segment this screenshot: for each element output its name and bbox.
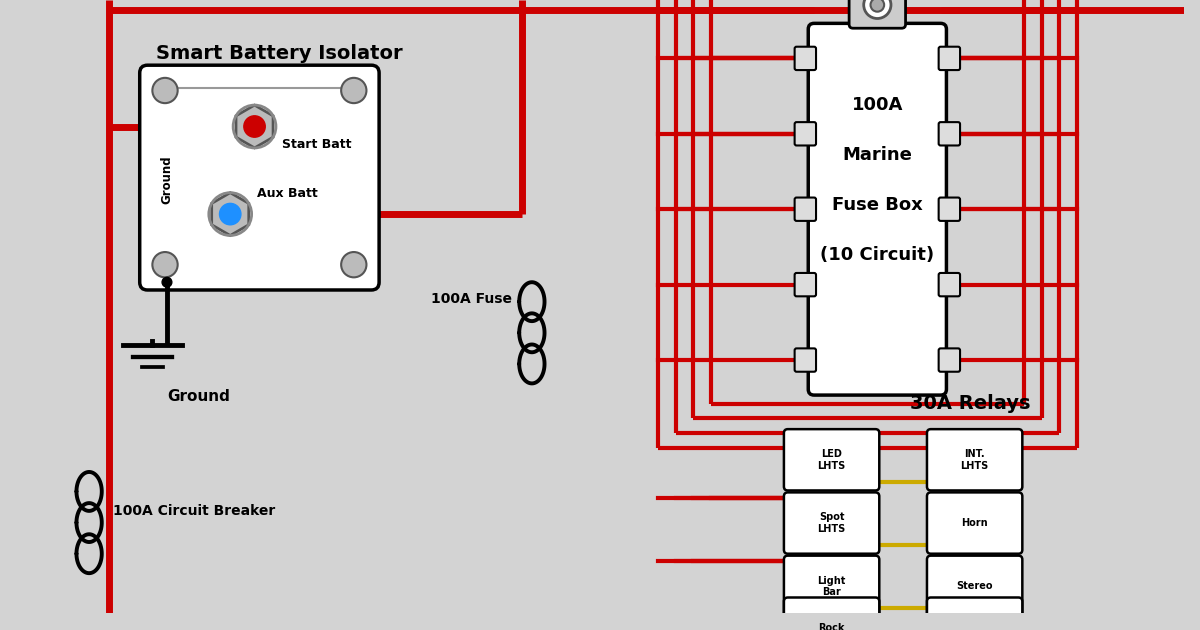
- FancyBboxPatch shape: [794, 47, 816, 70]
- Polygon shape: [211, 193, 248, 236]
- Text: Aux Batt: Aux Batt: [258, 188, 318, 200]
- FancyBboxPatch shape: [850, 0, 906, 28]
- FancyBboxPatch shape: [794, 122, 816, 146]
- Text: 100A

Marine

Fuse Box

(10 Circuit): 100A Marine Fuse Box (10 Circuit): [821, 96, 935, 265]
- FancyBboxPatch shape: [784, 556, 880, 617]
- Text: LED
LHTS: LED LHTS: [817, 449, 846, 471]
- Circle shape: [870, 0, 884, 12]
- Text: Rock: Rock: [818, 623, 845, 630]
- FancyBboxPatch shape: [926, 429, 1022, 490]
- Circle shape: [162, 277, 172, 287]
- FancyBboxPatch shape: [794, 273, 816, 296]
- Text: Smart Battery Isolator: Smart Battery Isolator: [156, 44, 402, 63]
- FancyBboxPatch shape: [938, 348, 960, 372]
- Circle shape: [220, 203, 241, 225]
- Circle shape: [341, 78, 366, 103]
- FancyBboxPatch shape: [784, 493, 880, 554]
- FancyBboxPatch shape: [784, 429, 880, 490]
- Text: Ground: Ground: [167, 389, 230, 404]
- Text: Start Batt: Start Batt: [282, 138, 352, 151]
- Circle shape: [152, 252, 178, 277]
- Text: 100A Circuit Breaker: 100A Circuit Breaker: [114, 504, 276, 518]
- FancyBboxPatch shape: [926, 556, 1022, 617]
- Circle shape: [864, 0, 890, 18]
- Text: Stereo: Stereo: [956, 581, 992, 592]
- Circle shape: [341, 252, 366, 277]
- FancyBboxPatch shape: [926, 597, 1022, 630]
- FancyBboxPatch shape: [794, 198, 816, 221]
- Text: 30A Relays: 30A Relays: [910, 394, 1030, 413]
- Polygon shape: [236, 105, 274, 148]
- Text: 100A Fuse: 100A Fuse: [432, 292, 512, 306]
- FancyBboxPatch shape: [938, 122, 960, 146]
- FancyBboxPatch shape: [938, 198, 960, 221]
- Text: Horn: Horn: [961, 518, 988, 528]
- FancyBboxPatch shape: [794, 348, 816, 372]
- FancyBboxPatch shape: [809, 23, 947, 395]
- Text: Ground: Ground: [161, 156, 174, 204]
- Circle shape: [152, 78, 178, 103]
- FancyBboxPatch shape: [938, 47, 960, 70]
- Text: Light
Bar: Light Bar: [817, 575, 846, 597]
- Circle shape: [244, 116, 265, 137]
- FancyBboxPatch shape: [926, 493, 1022, 554]
- Text: Spot
LHTS: Spot LHTS: [817, 512, 846, 534]
- FancyBboxPatch shape: [938, 273, 960, 296]
- FancyBboxPatch shape: [784, 597, 880, 630]
- Text: INT.
LHTS: INT. LHTS: [960, 449, 989, 471]
- FancyBboxPatch shape: [139, 65, 379, 290]
